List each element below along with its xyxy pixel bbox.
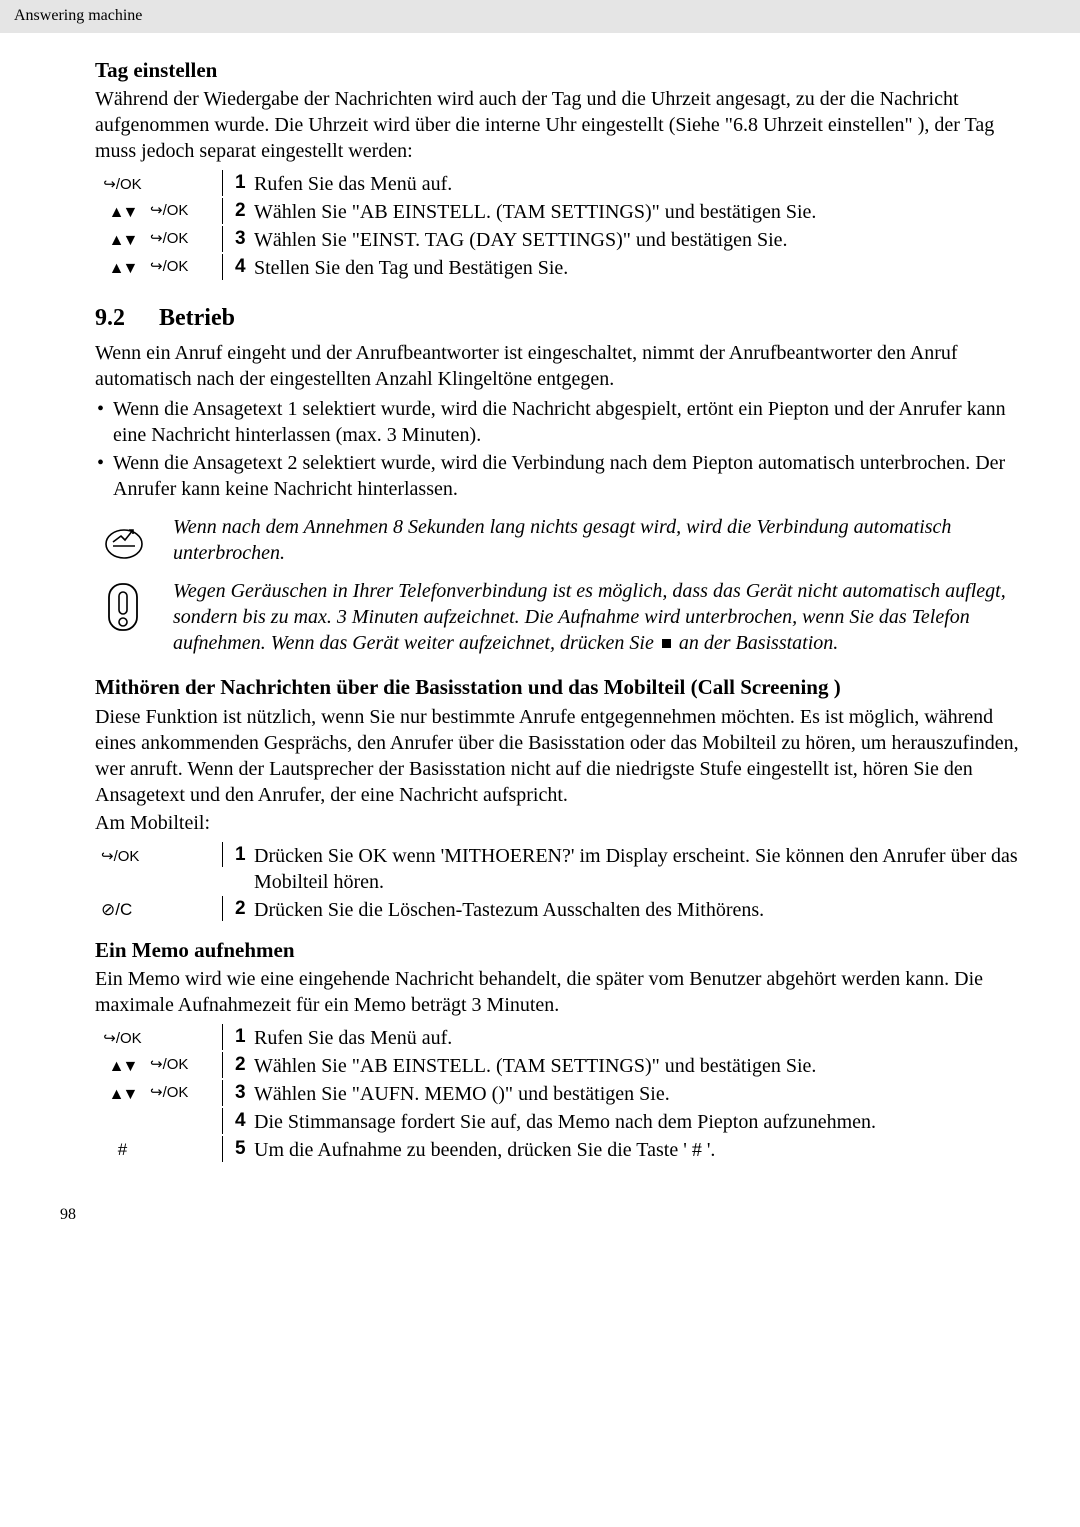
step-number: 3 bbox=[222, 1080, 254, 1106]
empty-icon bbox=[95, 1108, 150, 1111]
step-number: 2 bbox=[222, 198, 254, 224]
updown-icon: ▲▼ bbox=[95, 1052, 150, 1078]
step-text: Um die Aufnahme zu beenden, drücken Sie … bbox=[254, 1136, 1020, 1163]
heading-betrieb: 9.2Betrieb bbox=[95, 303, 1020, 334]
updown-icon: ▲▼ bbox=[95, 198, 150, 224]
note-info: Wenn nach dem Annehmen 8 Sekunden lang n… bbox=[95, 514, 1020, 566]
updown-icon: ▲▼ bbox=[95, 254, 150, 280]
updown-icon: ▲▼ bbox=[95, 1080, 150, 1106]
page-number: 98 bbox=[0, 1187, 1080, 1226]
step-row: ▲▼ ↪/OK 4 Stellen Sie den Tag und Bestät… bbox=[95, 254, 1020, 281]
note-warning-icon bbox=[95, 578, 173, 638]
nav-ok-icon: ↪/OK bbox=[150, 1080, 222, 1104]
note-hand-icon bbox=[95, 514, 173, 560]
heading-mithoeren: Mithören der Nachrichten über die Basiss… bbox=[95, 674, 1020, 701]
empty-icon bbox=[150, 1108, 222, 1111]
step-number: 5 bbox=[222, 1136, 254, 1162]
empty-icon bbox=[150, 1136, 222, 1139]
note-text: Wegen Geräuschen in Ihrer Telefonverbind… bbox=[173, 578, 1020, 656]
step-number: 1 bbox=[222, 170, 254, 196]
nav-ok-icon: ↪/OK bbox=[95, 1024, 150, 1049]
step-number: 2 bbox=[222, 1052, 254, 1078]
breadcrumb-text: Answering machine bbox=[14, 7, 142, 24]
mute-c-icon: ⊘/C bbox=[95, 896, 165, 921]
step-text: Wählen Sie "AB EINSTELL. (TAM SETTINGS)"… bbox=[254, 1052, 1020, 1079]
nav-ok-icon: ↪/OK bbox=[150, 1052, 222, 1076]
nav-ok-icon: ↪/OK bbox=[150, 226, 222, 250]
note-warning: Wegen Geräuschen in Ihrer Telefonverbind… bbox=[95, 578, 1020, 656]
nav-ok-icon: ↪/OK bbox=[95, 842, 165, 867]
intro-betrieb: Wenn ein Anruf eingeht und der Anrufbean… bbox=[95, 340, 1020, 392]
step-number: 3 bbox=[222, 226, 254, 252]
step-text: Die Stimmansage fordert Sie auf, das Mem… bbox=[254, 1108, 1020, 1135]
step-row: ▲▼ ↪/OK 2 Wählen Sie "AB EINSTELL. (TAM … bbox=[95, 198, 1020, 225]
step-number: 1 bbox=[222, 1024, 254, 1050]
page-header: Answering machine bbox=[0, 0, 1080, 33]
step-row: ⊘/C 2 Drücken Sie die Löschen-Tastezum A… bbox=[95, 896, 1020, 923]
step-row: ↪/OK 1 Drücken Sie OK wenn 'MITHOEREN?' … bbox=[95, 842, 1020, 895]
intro-mithoeren: Diese Funktion ist nützlich, wenn Sie nu… bbox=[95, 704, 1020, 808]
steps-mithoeren: ↪/OK 1 Drücken Sie OK wenn 'MITHOEREN?' … bbox=[95, 842, 1020, 923]
step-text: Wählen Sie "AB EINSTELL. (TAM SETTINGS)"… bbox=[254, 198, 1020, 225]
stop-icon bbox=[662, 639, 671, 648]
step-row: ↪/OK 1 Rufen Sie das Menü auf. bbox=[95, 1024, 1020, 1051]
step-text: Stellen Sie den Tag und Bestätigen Sie. bbox=[254, 254, 1020, 281]
step-number: 4 bbox=[222, 254, 254, 280]
step-number: 1 bbox=[222, 842, 254, 868]
empty-icon bbox=[165, 842, 222, 845]
hash-icon: # bbox=[95, 1136, 150, 1161]
note-text: Wenn nach dem Annehmen 8 Sekunden lang n… bbox=[173, 514, 1020, 566]
step-number: 2 bbox=[222, 896, 254, 922]
heading-memo: Ein Memo aufnehmen bbox=[95, 937, 1020, 964]
bullet-item: Wenn die Ansagetext 1 selektiert wurde, … bbox=[95, 396, 1020, 448]
empty-icon bbox=[150, 1024, 222, 1027]
step-text: Rufen Sie das Menü auf. bbox=[254, 1024, 1020, 1051]
heading-tag-einstellen: Tag einstellen bbox=[95, 57, 1020, 84]
section-number: 9.2 bbox=[95, 303, 159, 334]
step-row: ▲▼ ↪/OK 3 Wählen Sie "AUFN. MEMO ()" und… bbox=[95, 1080, 1020, 1107]
bullet-list-betrieb: Wenn die Ansagetext 1 selektiert wurde, … bbox=[95, 396, 1020, 502]
step-text: Drücken Sie die Löschen-Tastezum Ausscha… bbox=[254, 896, 1020, 923]
nav-ok-icon: ↪/OK bbox=[95, 170, 150, 195]
intro-tag: Während der Wiedergabe der Nachrichten w… bbox=[95, 86, 1020, 164]
empty-icon bbox=[165, 896, 222, 899]
intro-memo: Ein Memo wird wie eine eingehende Nachri… bbox=[95, 966, 1020, 1018]
page-content: Tag einstellen Während der Wiedergabe de… bbox=[0, 33, 1080, 1187]
step-row: 4 Die Stimmansage fordert Sie auf, das M… bbox=[95, 1108, 1020, 1135]
step-row: ↪/OK 1 Rufen Sie das Menü auf. bbox=[95, 170, 1020, 197]
step-number: 4 bbox=[222, 1108, 254, 1134]
step-text: Wählen Sie "AUFN. MEMO ()" und bestätige… bbox=[254, 1080, 1020, 1107]
nav-ok-icon: ↪/OK bbox=[150, 198, 222, 222]
empty-icon bbox=[150, 170, 222, 173]
steps-memo: ↪/OK 1 Rufen Sie das Menü auf. ▲▼ ↪/OK 2… bbox=[95, 1024, 1020, 1163]
step-text: Rufen Sie das Menü auf. bbox=[254, 170, 1020, 197]
section-title: Betrieb bbox=[159, 305, 235, 331]
nav-ok-icon: ↪/OK bbox=[150, 254, 222, 278]
step-text: Drücken Sie OK wenn 'MITHOEREN?' im Disp… bbox=[254, 842, 1020, 895]
step-row: ▲▼ ↪/OK 2 Wählen Sie "AB EINSTELL. (TAM … bbox=[95, 1052, 1020, 1079]
updown-icon: ▲▼ bbox=[95, 226, 150, 252]
step-text: Wählen Sie "EINST. TAG (DAY SETTINGS)" u… bbox=[254, 226, 1020, 253]
step-row: # 5 Um die Aufnahme zu beenden, drücken … bbox=[95, 1136, 1020, 1163]
step-row: ▲▼ ↪/OK 3 Wählen Sie "EINST. TAG (DAY SE… bbox=[95, 226, 1020, 253]
sub-mobilteil: Am Mobilteil: bbox=[95, 810, 1020, 836]
steps-tag: ↪/OK 1 Rufen Sie das Menü auf. ▲▼ ↪/OK 2… bbox=[95, 170, 1020, 281]
bullet-item: Wenn die Ansagetext 2 selektiert wurde, … bbox=[95, 450, 1020, 502]
